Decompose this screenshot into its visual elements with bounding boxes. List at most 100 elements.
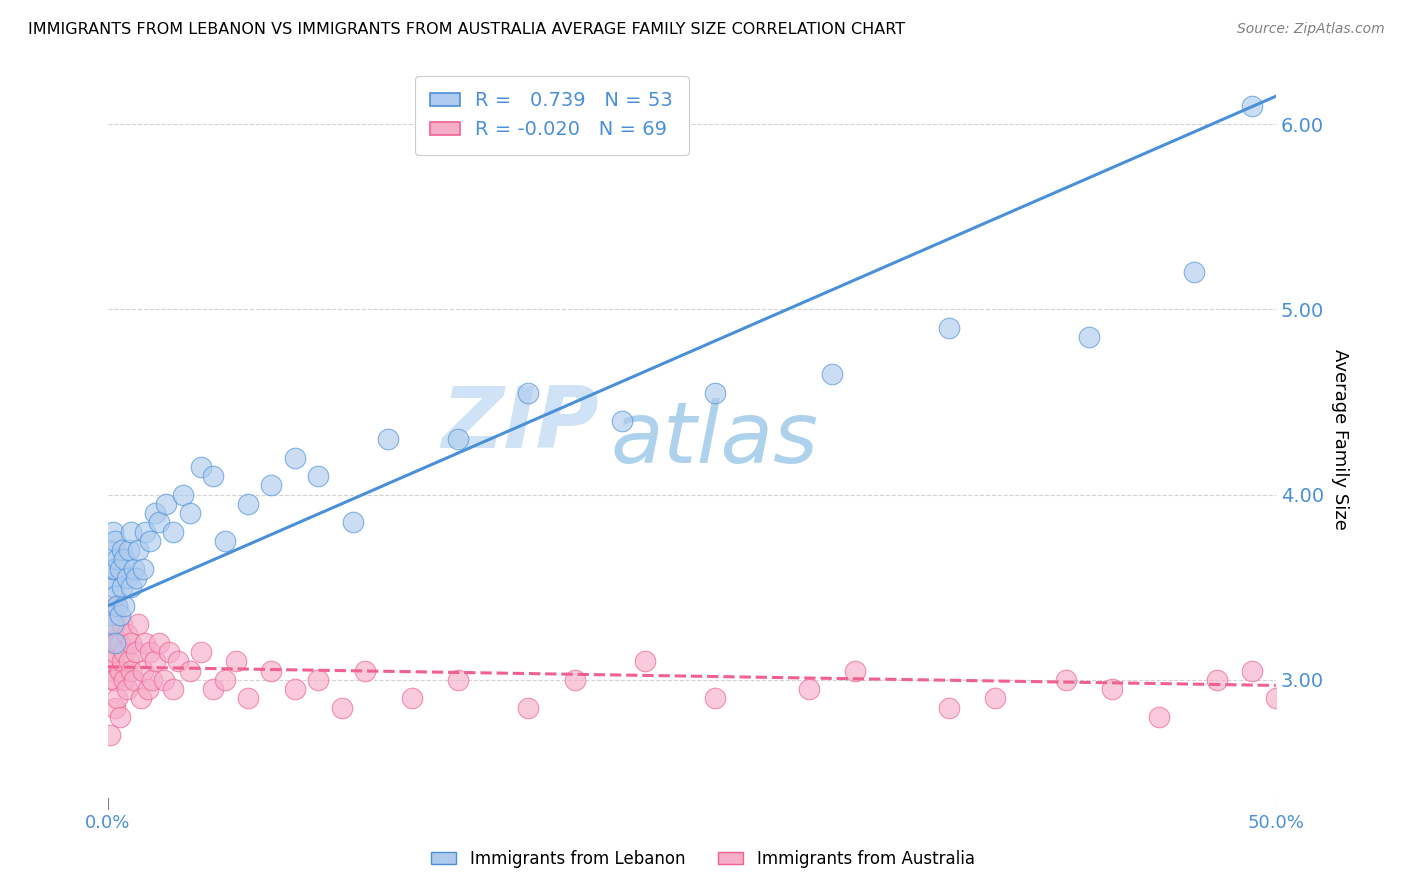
Point [115, 626, 138, 640]
Point [1077, 330, 1099, 344]
Point [1101, 682, 1123, 697]
Point [704, 691, 727, 706]
Point [125, 645, 148, 659]
Point [98, 599, 121, 613]
Point [330, 700, 353, 714]
Point [148, 516, 170, 530]
Point [98, 607, 121, 622]
Text: Source: ZipAtlas.com: Source: ZipAtlas.com [1237, 22, 1385, 37]
Point [564, 673, 586, 687]
Point [98, 571, 121, 585]
Point [105, 691, 128, 706]
Point [141, 673, 163, 687]
Point [307, 469, 329, 483]
Point [127, 617, 149, 632]
Point [120, 664, 142, 678]
Point [172, 487, 194, 501]
Y-axis label: Average Family Size: Average Family Size [1331, 349, 1348, 530]
Point [157, 645, 180, 659]
Point [214, 673, 236, 687]
Point [132, 664, 155, 678]
Point [1241, 98, 1264, 112]
Point [98, 543, 121, 558]
Point [112, 599, 135, 613]
Point [108, 664, 131, 678]
Point [134, 524, 156, 539]
Point [105, 552, 128, 566]
Point [179, 664, 201, 678]
Point [112, 673, 135, 687]
Point [797, 682, 820, 697]
Point [377, 432, 399, 446]
Point [104, 562, 127, 576]
Point [101, 626, 124, 640]
Point [125, 571, 148, 585]
Point [111, 580, 134, 594]
Point [821, 367, 844, 381]
Point [111, 654, 134, 668]
Point [122, 562, 145, 576]
Point [139, 533, 162, 548]
Point [143, 506, 166, 520]
Point [111, 617, 134, 632]
Point [284, 682, 307, 697]
Point [98, 728, 121, 742]
Point [101, 654, 124, 668]
Legend: Immigrants from Lebanon, Immigrants from Australia: Immigrants from Lebanon, Immigrants from… [425, 844, 981, 875]
Point [115, 571, 138, 585]
Point [984, 691, 1007, 706]
Point [214, 533, 236, 548]
Point [342, 516, 364, 530]
Point [112, 645, 135, 659]
Point [139, 645, 162, 659]
Point [179, 506, 201, 520]
Point [120, 636, 142, 650]
Point [1054, 673, 1077, 687]
Point [101, 580, 124, 594]
Point [120, 580, 142, 594]
Point [115, 682, 138, 697]
Point [1206, 673, 1229, 687]
Point [938, 321, 960, 335]
Point [127, 543, 149, 558]
Point [236, 497, 259, 511]
Point [118, 543, 141, 558]
Point [104, 617, 127, 632]
Point [401, 691, 423, 706]
Legend: R =   0.739   N = 53, R = -0.020   N = 69: R = 0.739 N = 53, R = -0.020 N = 69 [415, 76, 689, 155]
Point [120, 524, 142, 539]
Point [104, 533, 127, 548]
Point [938, 700, 960, 714]
Point [162, 682, 184, 697]
Point [136, 682, 159, 697]
Point [98, 636, 121, 650]
Point [101, 524, 124, 539]
Point [105, 599, 128, 613]
Point [108, 636, 131, 650]
Point [1182, 265, 1205, 279]
Point [447, 673, 470, 687]
Text: ZIP: ZIP [441, 383, 599, 466]
Point [844, 664, 866, 678]
Text: IMMIGRANTS FROM LEBANON VS IMMIGRANTS FROM AUSTRALIA AVERAGE FAMILY SIZE CORRELA: IMMIGRANTS FROM LEBANON VS IMMIGRANTS FR… [28, 22, 905, 37]
Point [104, 645, 127, 659]
Point [101, 617, 124, 632]
Point [1147, 710, 1170, 724]
Point [284, 450, 307, 465]
Point [101, 673, 124, 687]
Point [225, 654, 247, 668]
Point [1264, 691, 1286, 706]
Point [132, 562, 155, 576]
Point [129, 691, 152, 706]
Point [155, 497, 177, 511]
Point [447, 432, 470, 446]
Point [104, 636, 127, 650]
Point [202, 469, 225, 483]
Point [108, 607, 131, 622]
Point [517, 385, 540, 400]
Point [122, 673, 145, 687]
Point [167, 654, 190, 668]
Point [190, 459, 212, 474]
Point [104, 700, 127, 714]
Point [610, 413, 633, 427]
